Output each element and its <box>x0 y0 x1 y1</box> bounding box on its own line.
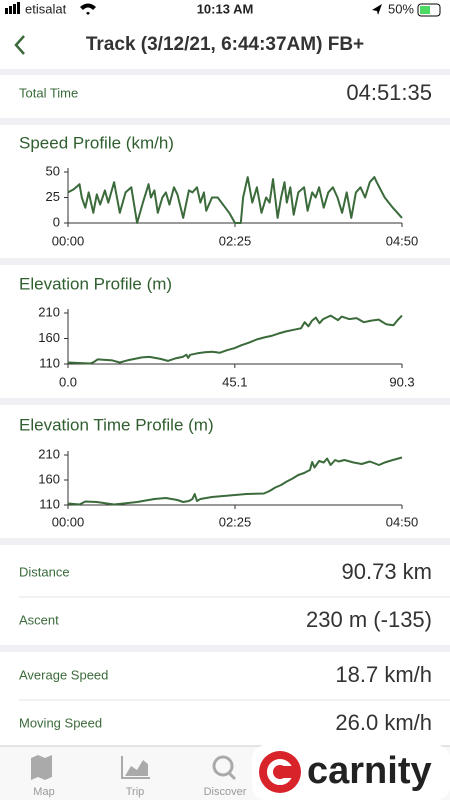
carrier: etisalat <box>25 1 67 16</box>
y-tick-label: 160 <box>38 330 60 345</box>
data-line <box>67 456 403 506</box>
stat-value: 26.0 km/h <box>335 710 432 735</box>
x-tick-label: 00:00 <box>52 514 85 529</box>
y-tick-label: 160 <box>38 471 60 486</box>
separator <box>0 258 450 265</box>
x-tick-label: 02:25 <box>219 514 252 529</box>
y-tick-label: 110 <box>39 355 60 370</box>
x-tick-label: 04:50 <box>386 514 419 529</box>
y-tick-label: 50 <box>46 163 60 178</box>
nav-title: Track (3/12/21, 6:44:37AM) FB+ <box>86 34 364 55</box>
x-tick-label: 90.3 <box>389 374 414 389</box>
y-tick-label: 0 <box>53 214 60 229</box>
y-tick-label: 25 <box>46 189 60 204</box>
chart-title: Elevation Profile (m) <box>19 274 172 293</box>
battery-level: 50% <box>388 1 414 16</box>
chart-title: Elevation Time Profile (m) <box>19 415 214 434</box>
stat-value: 18.7 km/h <box>335 662 432 687</box>
data-line <box>67 314 403 365</box>
separator <box>0 118 450 125</box>
x-tick-label: 0.0 <box>59 374 77 389</box>
stat-label: Ascent <box>19 612 59 627</box>
x-tick-label: 45.1 <box>222 374 247 389</box>
separator <box>0 538 450 545</box>
logo: carnity <box>252 745 450 800</box>
chart-title: Speed Profile (km/h) <box>19 133 174 152</box>
logo-text: carnity <box>307 750 432 792</box>
tab-trip[interactable]: Trip <box>121 756 150 798</box>
status-bar: etisalat 10:13 AM 50% <box>5 1 441 17</box>
x-tick-label: 02:25 <box>219 233 252 248</box>
tab-map[interactable]: Map <box>31 755 55 798</box>
stat-label: Moving Speed <box>19 715 102 730</box>
stat-label: Average Speed <box>19 667 108 682</box>
y-tick-label: 210 <box>38 304 60 319</box>
y-tick-label: 110 <box>39 496 60 511</box>
data-line <box>67 176 403 224</box>
tab-discover[interactable]: Discover <box>204 755 247 798</box>
total-time-label: Total Time <box>19 85 78 100</box>
tab-label: Trip <box>126 786 145 798</box>
tab-label: Map <box>33 786 54 798</box>
x-tick-label: 04:50 <box>386 233 419 248</box>
separator <box>0 398 450 405</box>
stat-value: 230 m (-135) <box>306 607 432 632</box>
tab-label: Discover <box>204 786 247 798</box>
y-tick-label: 210 <box>38 446 60 461</box>
separator <box>0 69 450 75</box>
clock: 10:13 AM <box>197 1 254 16</box>
x-tick-label: 00:00 <box>52 233 85 248</box>
back-button[interactable] <box>14 35 25 55</box>
total-time-value: 04:51:35 <box>346 80 432 105</box>
separator <box>0 645 450 652</box>
stat-label: Distance <box>19 564 70 579</box>
stat-value: 90.73 km <box>342 559 433 584</box>
